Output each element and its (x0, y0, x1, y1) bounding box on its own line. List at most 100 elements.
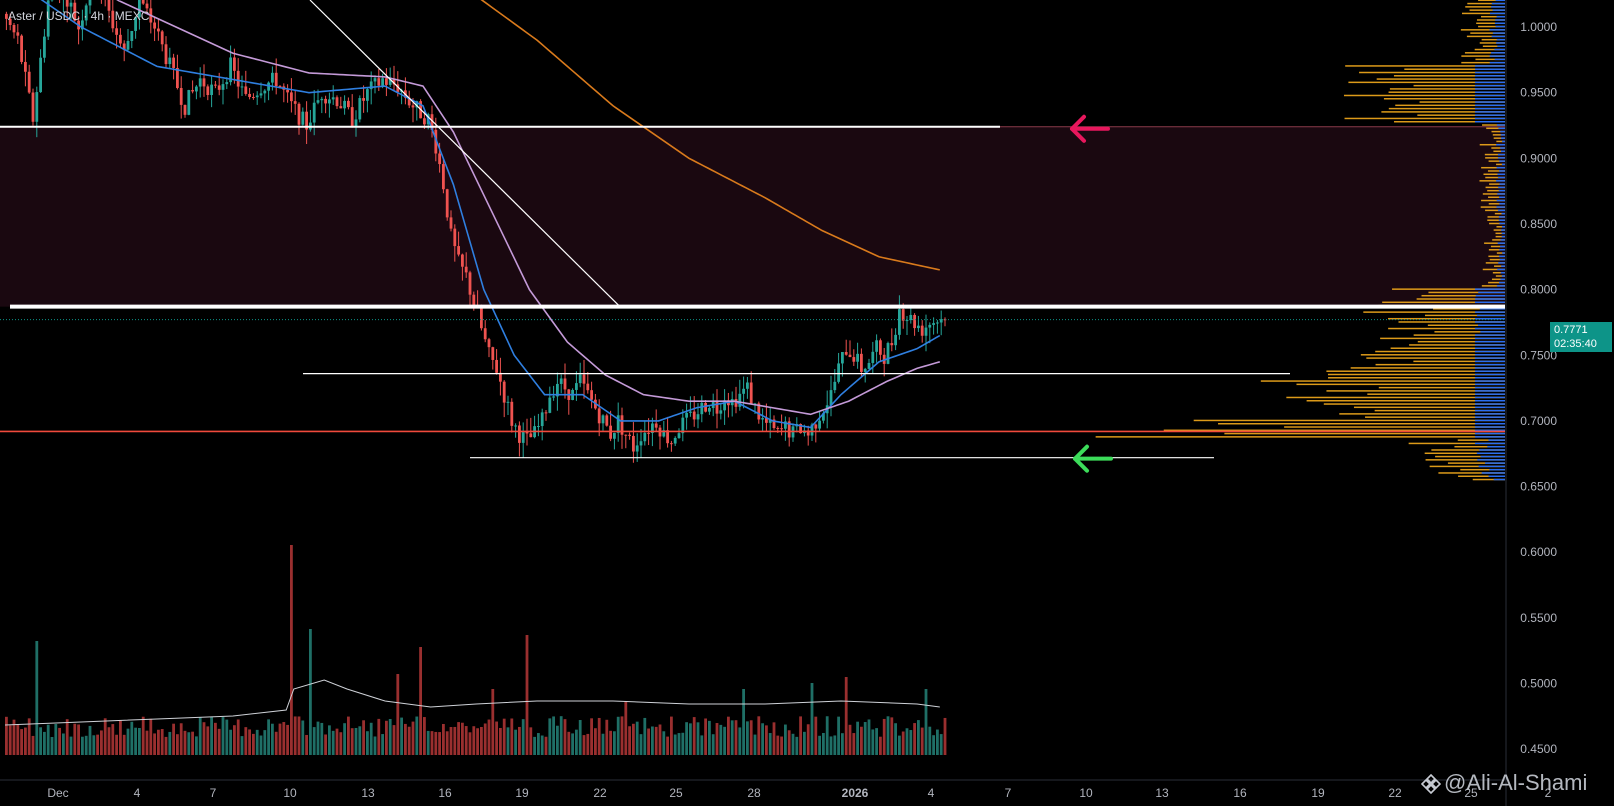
profile-bar-blue (1498, 219, 1505, 221)
volume-bar (582, 735, 586, 755)
candle-body (229, 57, 232, 83)
candle-body (936, 322, 939, 324)
profile-bar-blue (1490, 52, 1505, 54)
profile-bar-blue (1489, 12, 1505, 15)
candle-body (366, 89, 369, 101)
profile-bar (1492, 239, 1505, 241)
candle-body (267, 82, 270, 91)
volume-bar (392, 725, 396, 755)
volume-bar (829, 736, 833, 755)
profile-bar (1481, 199, 1505, 202)
profile-bar-blue (1475, 386, 1505, 389)
profile-bar (1353, 406, 1505, 409)
volume-bar (673, 734, 677, 755)
profile-bar-blue (1475, 442, 1505, 445)
candle-body (119, 34, 122, 44)
volume-bar (605, 719, 609, 755)
volume-bar (206, 726, 210, 755)
profile-bar-blue (1498, 186, 1505, 189)
candle-body (350, 107, 354, 127)
volume-bar (100, 730, 103, 755)
candle-body (324, 98, 327, 104)
profile-bar (1493, 229, 1505, 231)
profile-bar (1435, 455, 1505, 458)
x-tick-label: 10 (283, 786, 297, 800)
support-arrow-icon-head (1073, 444, 1089, 473)
profile-bar-blue (1475, 373, 1505, 376)
profile-bar-blue (1495, 19, 1505, 21)
profile-bar (1485, 209, 1505, 212)
profile-bar-blue (1487, 445, 1505, 448)
profile-bar (1491, 130, 1505, 133)
volume-bar (639, 734, 643, 755)
profile-bar (1485, 176, 1505, 179)
candle-body (271, 72, 274, 83)
volume-bar (491, 689, 495, 755)
volume-bar (377, 718, 381, 755)
profile-bar-blue (1475, 301, 1505, 304)
candle-body (510, 401, 514, 426)
profile-bar-blue (1491, 35, 1505, 38)
profile-bar (1360, 354, 1505, 356)
volume-bar (772, 722, 776, 755)
candle-body (670, 443, 673, 445)
candle-body (464, 266, 468, 273)
profile-bar (1389, 88, 1505, 90)
profile-bar-blue (1496, 15, 1505, 18)
volume-bar (719, 724, 723, 755)
profile-bar (1465, 6, 1505, 8)
candle-body (293, 101, 297, 104)
profile-bar (1408, 442, 1505, 445)
candle-body (278, 86, 282, 88)
candle-body (107, 0, 111, 11)
volume-bar (518, 726, 521, 755)
volume-bar (73, 723, 77, 755)
profile-bar-blue (1498, 216, 1505, 218)
candle-body (605, 415, 609, 426)
candle-body (681, 417, 685, 434)
profile-bar (1413, 334, 1505, 336)
candle-body (928, 324, 932, 328)
volume-bar (461, 722, 464, 755)
volume-bar (62, 733, 65, 755)
volume-bar (430, 731, 434, 755)
volume-bar (677, 733, 681, 755)
volume-bar (654, 726, 658, 755)
volume-bar (757, 716, 761, 755)
axes: 1.0000 0.9500 0.9000 0.8500 0.8000 0.7500 0.70… (0, 0, 1557, 806)
candle-body (430, 114, 434, 130)
profile-bar-blue (1501, 265, 1505, 267)
candle-body (768, 419, 772, 423)
candle-body (415, 101, 419, 108)
profile-bar (1487, 219, 1505, 221)
volume-bar (529, 727, 533, 755)
volume-bar (559, 716, 563, 755)
volume-bar (92, 735, 96, 755)
profile-bar-blue (1475, 380, 1505, 382)
volume-bar (217, 728, 221, 755)
candle-body (153, 22, 156, 29)
volume-bar (670, 716, 673, 755)
candle-body (939, 319, 943, 323)
candle-body (221, 84, 225, 90)
profile-bar-blue (1475, 413, 1505, 415)
profile-bar (1495, 275, 1505, 277)
candle-body (898, 309, 901, 335)
volume-bar (191, 731, 194, 755)
profile-bar (1375, 363, 1505, 366)
candle-body (16, 32, 20, 36)
profile-bar-blue (1475, 409, 1505, 412)
profile-bar-blue (1481, 472, 1505, 474)
profile-bar (1095, 436, 1505, 438)
profile-bar (1479, 143, 1505, 146)
volume-bar (134, 727, 137, 755)
volume-bar (312, 727, 316, 755)
volume-bar (88, 725, 92, 755)
volume-bar (791, 733, 795, 755)
candle-body (145, 3, 149, 9)
x-tick-label: 13 (361, 786, 375, 800)
profile-bar-blue (1500, 147, 1505, 149)
profile-bar (1388, 327, 1505, 330)
volume-bar (643, 717, 647, 755)
